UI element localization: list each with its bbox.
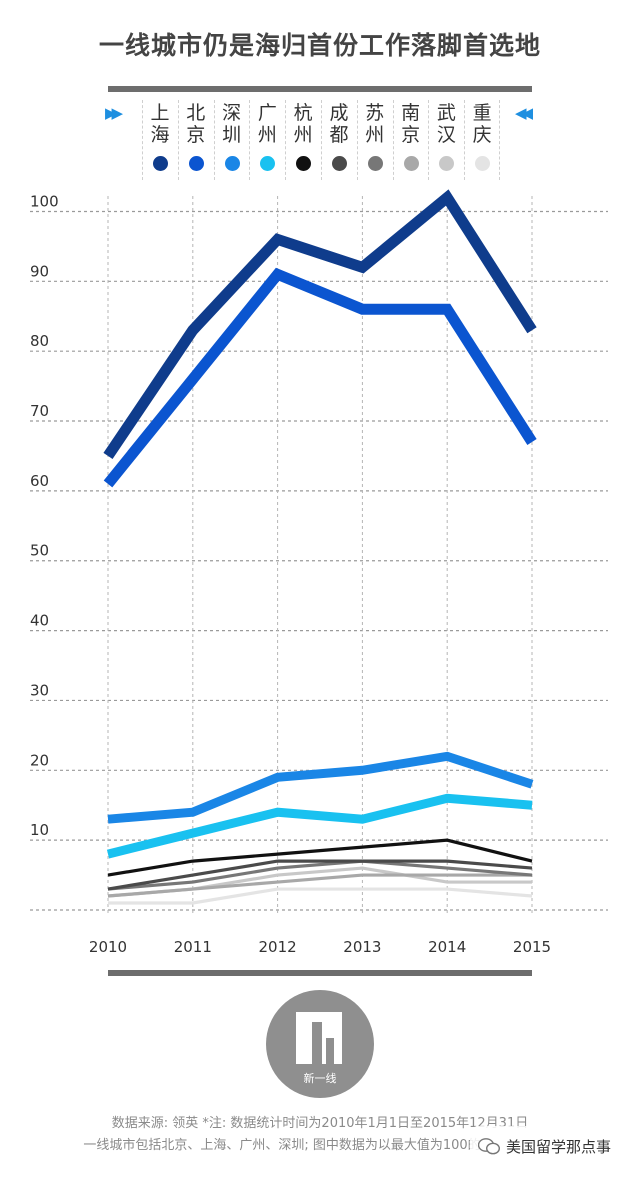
y-tick-label: 20	[30, 751, 49, 769]
legend-label: 上海	[150, 102, 170, 146]
x-tick-label: 2010	[89, 938, 127, 956]
legend-label: 重庆	[472, 102, 492, 146]
bottom-divider-bar	[108, 970, 532, 976]
series-line	[107, 751, 534, 824]
legend-label: 苏州	[365, 102, 385, 146]
legend-item: 武汉	[428, 100, 463, 180]
series-line	[103, 189, 537, 460]
y-tick-label: 90	[30, 262, 49, 280]
source-note-line-1: 数据来源: 领英 *注: 数据统计时间为2010年1月1日至2015年12月31…	[111, 1116, 529, 1131]
legend-label: 南京	[401, 102, 421, 146]
chart-title: 一线城市仍是海归首份工作落脚首选地	[98, 31, 541, 60]
legend-color-dot	[153, 156, 168, 171]
legend-color-dot	[367, 156, 383, 171]
legend-label: 深圳	[222, 102, 242, 146]
legend-color-dot	[296, 156, 312, 171]
logo-mark-icon	[296, 1012, 342, 1064]
legend-item: 重庆	[464, 100, 501, 180]
y-tick-label: 60	[30, 472, 49, 490]
series-line	[107, 873, 532, 898]
watermark-badge: 美国留学那点事	[470, 1126, 638, 1168]
legend-item: 成都	[321, 100, 356, 180]
legend-color-dot	[403, 156, 419, 171]
legend-item: 上海	[142, 100, 177, 180]
top-divider-bar	[108, 86, 532, 92]
series-line	[107, 838, 533, 877]
legend-color-dot	[332, 156, 347, 171]
legend-color-dot	[439, 156, 455, 171]
watermark-text: 美国留学那点事	[506, 1138, 612, 1156]
series-line	[103, 267, 537, 488]
logo-text: 新一线	[303, 1072, 337, 1085]
source-note-line-2: 一线城市包括北京、上海、广州、深圳; 图中数据为以最大值为100的	[83, 1138, 481, 1153]
y-tick-label: 80	[30, 332, 49, 350]
series-line	[108, 887, 533, 905]
legend-label: 武汉	[436, 102, 456, 146]
legend-item: 广州	[249, 100, 284, 180]
series-line	[107, 859, 533, 891]
legend-item: 苏州	[356, 100, 392, 180]
series-line	[106, 793, 533, 859]
chat-bubble-icon	[478, 1138, 500, 1155]
legend-item: 深圳	[213, 100, 249, 180]
y-tick-label: 70	[30, 402, 49, 420]
legend-label: 北京	[186, 102, 206, 146]
legend-color-dot	[224, 156, 240, 171]
series-line	[107, 859, 533, 891]
chart-legend: 上海北京深圳广州杭州成都苏州南京武汉重庆	[142, 100, 501, 180]
legend-color-dot	[475, 156, 491, 171]
x-tick-label: 2011	[174, 938, 212, 956]
y-tick-label: 10	[30, 821, 49, 839]
x-tick-label: 2015	[513, 938, 551, 956]
y-tick-label: 50	[30, 542, 49, 560]
legend-item: 南京	[392, 100, 428, 180]
legend-item: 北京	[177, 100, 213, 180]
brand-logo: 新一线	[266, 990, 374, 1098]
legend-item: 杭州	[285, 100, 320, 180]
y-tick-label: 100	[30, 192, 59, 210]
legend-label: 杭州	[293, 102, 313, 146]
legend-color-dot	[188, 156, 204, 171]
x-tick-label: 2013	[343, 938, 381, 956]
x-tick-label: 2014	[428, 938, 466, 956]
legend-color-dot	[260, 156, 276, 171]
y-tick-label: 40	[30, 612, 49, 630]
legend-label: 成都	[329, 102, 349, 146]
y-tick-label: 30	[30, 681, 49, 699]
legend-label: 广州	[257, 102, 277, 146]
x-tick-label: 2012	[259, 938, 297, 956]
